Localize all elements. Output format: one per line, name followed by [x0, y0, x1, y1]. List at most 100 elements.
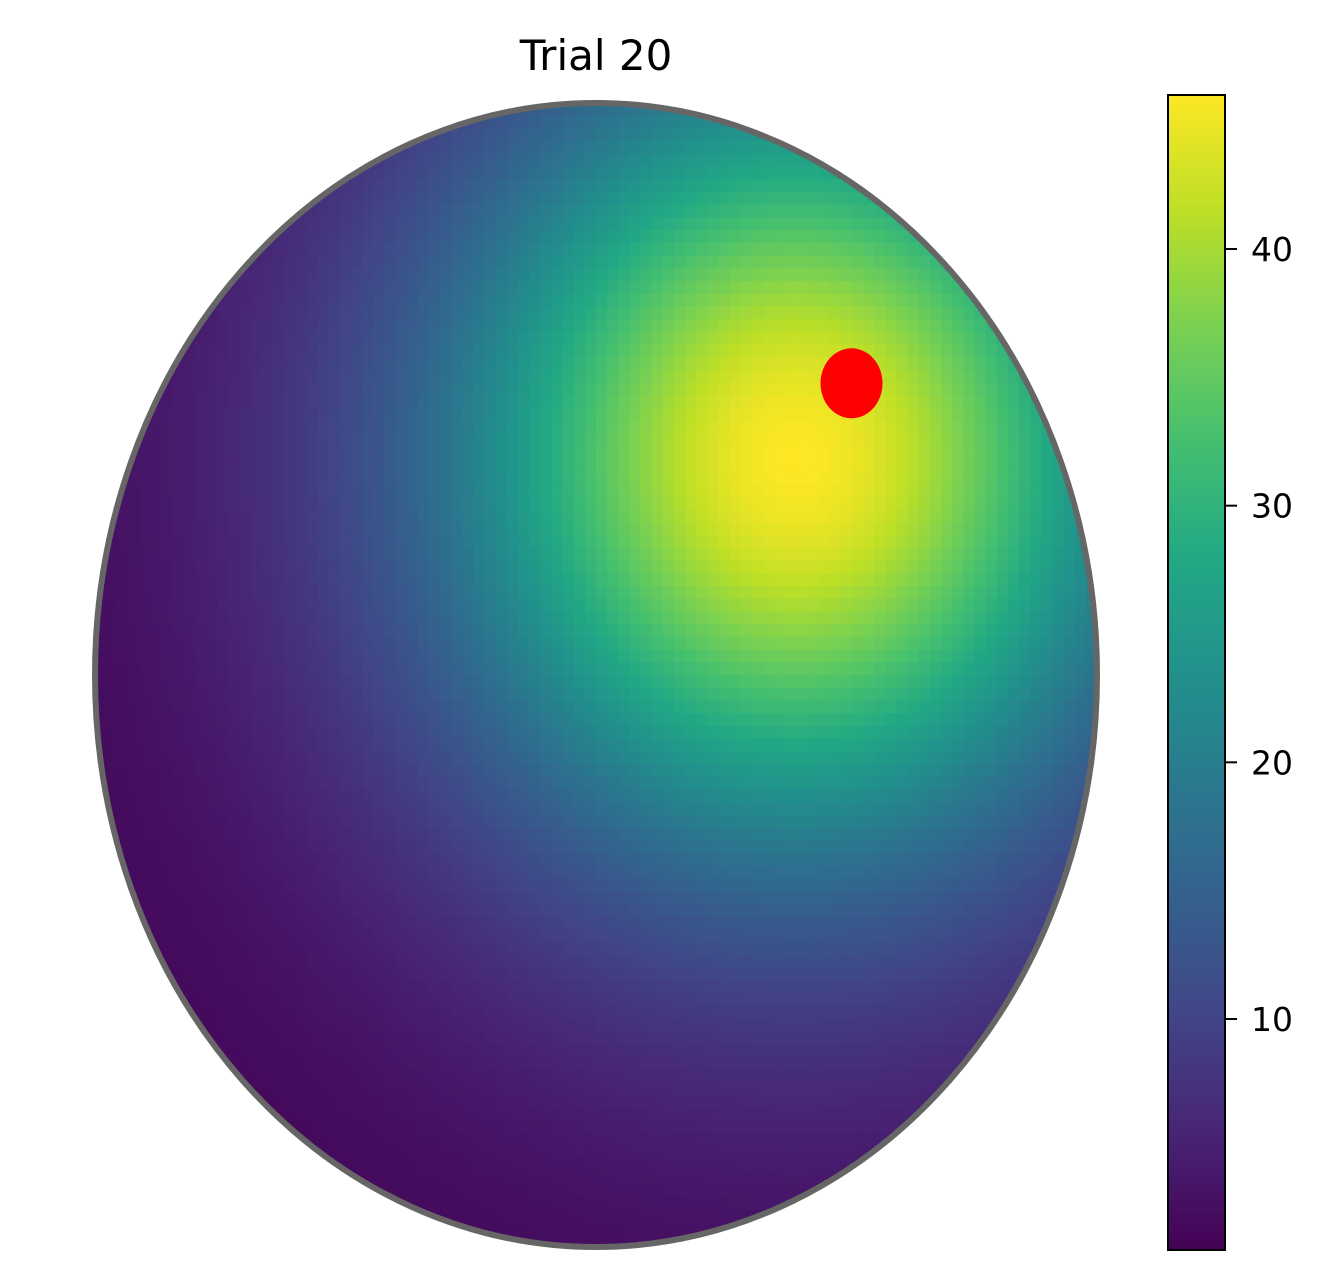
heatmap-cell [651, 369, 664, 384]
heatmap-cell [518, 306, 530, 320]
heatmap-cell [651, 802, 664, 816]
heatmap-cell [473, 802, 486, 816]
heatmap-cell [128, 929, 141, 943]
heatmap-cell [172, 115, 185, 130]
heatmap-cell [295, 458, 308, 473]
heatmap-cell [295, 1119, 308, 1134]
heatmap-cell [406, 280, 419, 295]
heatmap-cell [629, 649, 642, 663]
heatmap-cell [128, 789, 141, 803]
heatmap-cell [262, 369, 274, 384]
heatmap-cell [529, 738, 541, 752]
heatmap-cell [351, 522, 363, 536]
heatmap-cell [551, 1081, 564, 1096]
heatmap-cell [596, 954, 608, 968]
heatmap-cell [228, 357, 241, 371]
heatmap-cell [596, 624, 608, 638]
heatmap-cell [707, 433, 720, 447]
heatmap-cell [317, 675, 330, 689]
heatmap-cell [339, 763, 352, 778]
heatmap-cell [150, 319, 163, 333]
heatmap-cell [540, 827, 553, 841]
heatmap-cell [629, 1119, 642, 1134]
heatmap-cell [573, 903, 586, 918]
heatmap-cell [217, 878, 230, 892]
heatmap-cell [339, 357, 352, 371]
heatmap-cell [406, 331, 419, 346]
heatmap-cell [139, 1018, 152, 1032]
heatmap-cell [239, 1069, 252, 1083]
heatmap-cell [161, 573, 174, 587]
heatmap-cell [640, 522, 653, 536]
heatmap-cell [406, 522, 419, 536]
heatmap-cell [362, 586, 374, 600]
heatmap-cell [607, 115, 619, 130]
heatmap-cell [139, 1158, 152, 1172]
heatmap-cell [429, 700, 441, 714]
heatmap-cell [295, 967, 308, 981]
heatmap-cell [339, 980, 352, 994]
heatmap-cell [440, 1056, 452, 1070]
heatmap-cell [172, 293, 185, 307]
heatmap-cell [362, 484, 374, 498]
heatmap-cell [596, 1081, 608, 1096]
heatmap-cell [150, 636, 163, 651]
heatmap-cell [250, 1221, 263, 1235]
heatmap-cell [273, 763, 285, 778]
heatmap-cell [328, 929, 341, 943]
heatmap-cell [106, 179, 118, 193]
heatmap-cell [518, 1107, 530, 1121]
heatmap-cell [106, 344, 118, 358]
heatmap-cell [607, 649, 619, 663]
heatmap-cell [139, 535, 152, 549]
heatmap-cell [206, 344, 219, 358]
heatmap-cell [696, 1145, 708, 1159]
heatmap-cell [150, 141, 163, 155]
heatmap-cell [284, 293, 296, 307]
heatmap-cell [707, 103, 720, 117]
heatmap-cell [228, 204, 241, 218]
heatmap-cell [250, 891, 263, 905]
heatmap-cell [696, 1081, 708, 1096]
heatmap-cell [607, 1196, 619, 1210]
heatmap-cell [451, 522, 463, 536]
heatmap-cell [618, 115, 630, 130]
heatmap-cell [306, 941, 319, 956]
heatmap-cell [440, 789, 452, 803]
heatmap-cell [273, 738, 285, 752]
heatmap-cell [117, 814, 129, 829]
heatmap-cell [673, 306, 686, 320]
heatmap-cell [618, 802, 630, 816]
heatmap-cell [284, 573, 296, 587]
heatmap-cell [239, 395, 252, 409]
heatmap-cell [651, 586, 664, 600]
heatmap-cell [228, 1005, 241, 1019]
heatmap-cell [440, 840, 452, 854]
heatmap-cell [228, 230, 241, 244]
heatmap-cell [540, 649, 553, 663]
heatmap-cell [306, 179, 319, 193]
heatmap-cell [462, 649, 475, 663]
heatmap-cell [417, 763, 430, 778]
heatmap-cell [462, 751, 475, 765]
heatmap-cell [328, 319, 341, 333]
heatmap-cell [161, 865, 174, 879]
heatmap-cell [306, 395, 319, 409]
heatmap-cell [584, 242, 597, 257]
heatmap-cell [228, 179, 241, 193]
heatmap-cell [473, 1158, 486, 1172]
heatmap-cell [395, 230, 408, 244]
heatmap-cell [172, 1145, 185, 1159]
heatmap-cell [573, 547, 586, 562]
heatmap-cell [473, 1005, 486, 1019]
heatmap-cell [529, 827, 541, 841]
heatmap-cell [562, 776, 575, 790]
heatmap-cell [228, 382, 241, 396]
heatmap-cell [562, 1158, 575, 1172]
heatmap-cell [306, 1221, 319, 1235]
heatmap-cell [262, 865, 274, 879]
heatmap-cell [673, 675, 686, 689]
heatmap-cell [395, 179, 408, 193]
heatmap-cell [106, 128, 118, 142]
heatmap-cell [417, 166, 430, 180]
